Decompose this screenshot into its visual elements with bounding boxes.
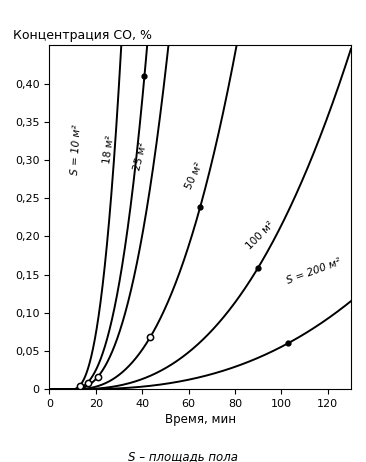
Text: S – площадь пола: S – площадь пола [128,450,238,462]
Text: S = 10 м²: S = 10 м² [70,124,82,176]
Text: 18 м²: 18 м² [102,134,116,164]
Text: 50 м²: 50 м² [184,161,205,191]
Text: 25 м²: 25 м² [132,141,149,171]
X-axis label: Время, мин: Время, мин [165,413,236,426]
Text: 100 м²: 100 м² [244,220,276,252]
Text: Концентрация СО, %: Концентрация СО, % [13,29,152,42]
Text: S = 200 м²: S = 200 м² [285,257,342,286]
